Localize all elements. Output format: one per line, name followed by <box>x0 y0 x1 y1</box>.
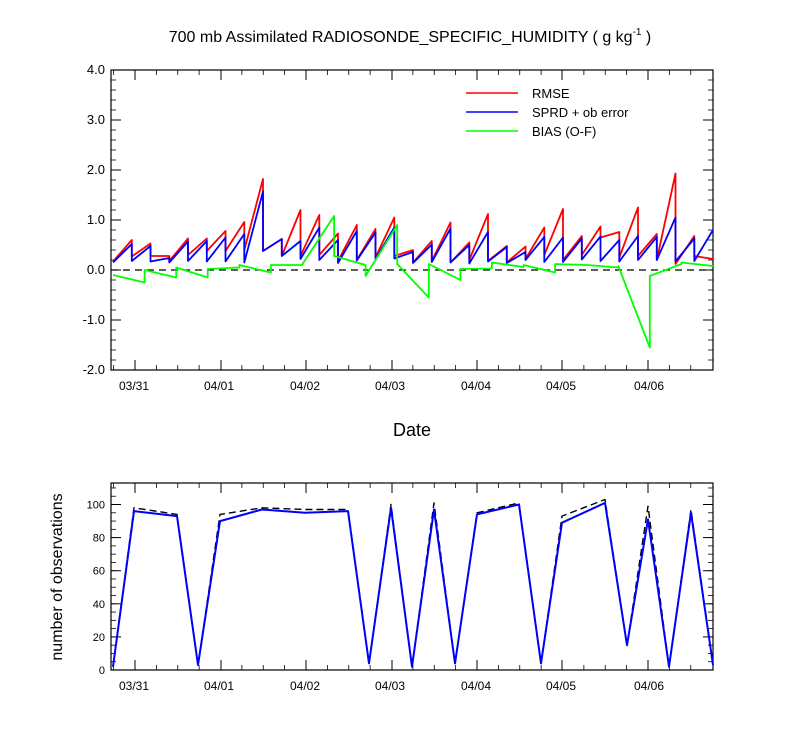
y-axis-label-observations: number of observations <box>49 493 66 660</box>
top-y-tick-label-0-0: 0.0 <box>87 262 105 277</box>
bottom-y-tick-label-40: 40 <box>93 599 105 611</box>
top-y-tick-label-2-0: -2.0 <box>83 362 105 377</box>
chart-title: 700 mb Assimilated RADIOSONDE_SPECIFIC_H… <box>169 27 652 46</box>
series-line-bias-o-f <box>112 215 714 349</box>
series-line-sprd-ob-error <box>112 190 714 265</box>
top-y-tick-label-1-0: 1.0 <box>87 212 105 227</box>
bottom-y-tick-label-100: 100 <box>87 500 105 512</box>
top-chart: 03/31 04/01 04/02 04/03 04/04 04/05 04/06 -2.0 -… <box>83 62 714 393</box>
bottom-x-tick-label-04-01: 04/01 <box>204 679 234 693</box>
top-x-tick-label-04-06: 04/06 <box>634 379 664 393</box>
top-x-tick-label-04-01: 04/01 <box>204 379 234 393</box>
top-y-tick-label-3-0: 3.0 <box>87 112 105 127</box>
bottom-plot-frame <box>110 482 714 671</box>
observations-line-possible <box>112 498 714 668</box>
legend: RMSE SPRD + ob error BIAS (O-F) <box>466 86 629 139</box>
bottom-y-tick-label-20: 20 <box>93 632 105 644</box>
bottom-x-tick-label-04-05: 04/05 <box>546 679 576 693</box>
bottom-y-tick-label-80: 80 <box>93 533 105 545</box>
bottom-y-tick-label-60: 60 <box>93 566 105 578</box>
top-x-tick-label-04-03: 04/03 <box>375 379 405 393</box>
legend-label-bias: BIAS (O-F) <box>532 124 596 139</box>
x-axis-label: Date <box>393 420 431 440</box>
legend-label-sprd: SPRD + ob error <box>532 105 629 120</box>
title-end: ) <box>641 29 651 46</box>
series-line-rmse <box>112 172 714 265</box>
bottom-x-tick-label-03-31: 03/31 <box>119 679 149 693</box>
top-x-tick-label-03-31: 03/31 <box>119 379 149 393</box>
top-y-tick-label-2-0: 2.0 <box>87 162 105 177</box>
legend-label-rmse: RMSE <box>532 86 570 101</box>
top-y-tick-label-4-0: 4.0 <box>87 62 105 77</box>
bottom-x-tick-label-04-02: 04/02 <box>290 679 320 693</box>
bottom-x-tick-label-04-03: 04/03 <box>375 679 405 693</box>
observations-line-used <box>112 501 714 668</box>
top-x-tick-label-04-04: 04/04 <box>461 379 491 393</box>
bottom-chart: 03/31 04/01 04/02 04/03 04/04 04/05 04/06 0 20 40… <box>87 482 714 693</box>
title-superscript: -1 <box>633 27 642 38</box>
top-x-tick-label-04-02: 04/02 <box>290 379 320 393</box>
top-y-tick-label-1-0: -1.0 <box>83 312 105 327</box>
title-main: 700 mb Assimilated RADIOSONDE_SPECIFIC_H… <box>169 29 633 46</box>
top-x-tick-label-04-05: 04/05 <box>546 379 576 393</box>
bottom-x-tick-label-04-06: 04/06 <box>634 679 664 693</box>
bottom-x-tick-label-04-04: 04/04 <box>461 679 491 693</box>
bottom-y-tick-label-0: 0 <box>99 665 105 677</box>
